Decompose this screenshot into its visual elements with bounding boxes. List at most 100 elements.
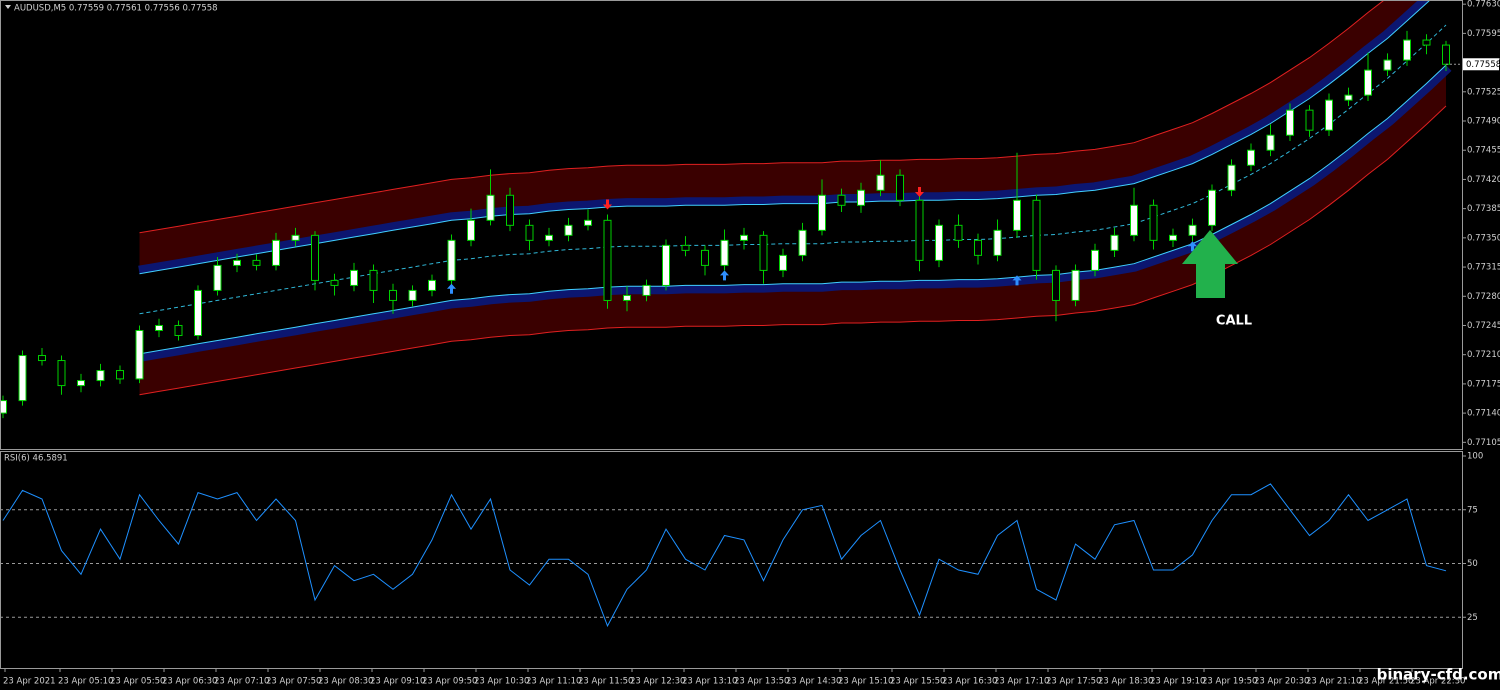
y-tick-label: 0.77595 bbox=[1467, 29, 1500, 39]
x-tick-label: 23 Apr 09:10 bbox=[370, 677, 425, 687]
candle-body bbox=[1110, 234, 1119, 251]
candle-body bbox=[993, 229, 1002, 256]
candle-body bbox=[915, 199, 924, 261]
candle-body bbox=[642, 284, 651, 296]
candle-body bbox=[662, 244, 670, 286]
chart-title: AUDUSD,M5 0.77559 0.77561 0.77556 0.7755… bbox=[14, 4, 218, 14]
candle-body bbox=[1013, 199, 1021, 231]
candle-body bbox=[1130, 204, 1138, 236]
candle-body bbox=[1383, 59, 1392, 71]
x-tick-label: 23 Apr 07:10 bbox=[214, 677, 269, 687]
x-tick-label: 23 Apr 14:30 bbox=[786, 677, 841, 687]
candle-body bbox=[935, 224, 943, 261]
y-tick-label: 0.77140 bbox=[1467, 409, 1500, 419]
candle-body bbox=[1305, 109, 1314, 131]
candle-body bbox=[545, 234, 553, 241]
x-tick-label: 23 Apr 11:50 bbox=[578, 677, 633, 687]
candle-body bbox=[623, 294, 631, 301]
candle-body bbox=[1032, 199, 1041, 271]
candle-body bbox=[38, 355, 46, 362]
candle-body bbox=[1149, 204, 1158, 241]
x-tick-label: 23 Apr 13:50 bbox=[734, 677, 789, 687]
band-outer-line bbox=[139, 105, 1447, 396]
candle-body bbox=[603, 219, 612, 301]
candle-body bbox=[194, 289, 202, 336]
candle-body bbox=[681, 244, 690, 251]
x-tick-label: 23 Apr 17:10 bbox=[994, 677, 1049, 687]
buy-signal bbox=[1012, 275, 1022, 286]
x-tick-label: 23 Apr 2021 bbox=[3, 677, 56, 687]
candle-body bbox=[1208, 189, 1216, 226]
y-tick-label: 0.77455 bbox=[1467, 146, 1500, 156]
rsi-title: RSI(6) 46.5891 bbox=[4, 454, 68, 464]
x-tick-label: 23 Apr 15:10 bbox=[838, 677, 893, 687]
candle-body bbox=[1188, 224, 1197, 236]
candle-body bbox=[506, 194, 514, 226]
x-tick-label: 23 Apr 21:10 bbox=[1306, 677, 1361, 687]
y-tick-label: 100 bbox=[1467, 452, 1483, 462]
band-inner-line bbox=[139, 0, 1431, 275]
candle-body bbox=[1344, 94, 1353, 101]
sell-signal bbox=[915, 186, 924, 197]
candle-body bbox=[116, 370, 124, 380]
band-outer-line bbox=[139, 0, 1386, 234]
candle-body bbox=[135, 329, 144, 380]
candle-body bbox=[57, 360, 66, 387]
candle-body bbox=[701, 249, 709, 266]
x-tick-label: 23 Apr 05:10 bbox=[58, 677, 113, 687]
candle-body bbox=[1227, 164, 1236, 191]
x-tick-label: 23 Apr 20:30 bbox=[1254, 677, 1309, 687]
y-tick-label: 0.77420 bbox=[1467, 175, 1500, 185]
candle-body bbox=[1325, 99, 1333, 131]
sell-signal bbox=[603, 199, 612, 210]
candle-body bbox=[174, 324, 183, 336]
band-inner bbox=[139, 0, 1446, 354]
x-tick-label: 23 Apr 17:50 bbox=[1046, 677, 1101, 687]
buy-signal bbox=[447, 283, 456, 294]
buy-signal bbox=[720, 270, 729, 281]
candle-body bbox=[233, 259, 241, 266]
candle-body bbox=[447, 239, 456, 281]
candle-body bbox=[954, 224, 963, 241]
candle-body bbox=[96, 370, 105, 382]
candle-body bbox=[740, 234, 748, 241]
x-tick-label: 23 Apr 22:30 bbox=[1410, 677, 1465, 687]
candle-body bbox=[18, 355, 27, 402]
candle-body bbox=[291, 234, 300, 241]
candle-body bbox=[1442, 44, 1450, 65]
x-tick-label: 23 Apr 11:10 bbox=[526, 677, 581, 687]
candle-body bbox=[486, 194, 495, 221]
candle-body bbox=[369, 269, 378, 291]
candle-body bbox=[1052, 269, 1060, 301]
buy-signal bbox=[1188, 241, 1197, 252]
candle-body bbox=[584, 219, 592, 226]
rsi-frame bbox=[0, 451, 1463, 669]
watermark: binary-cfd.com bbox=[1377, 666, 1500, 684]
candle-body bbox=[1403, 39, 1411, 61]
y-tick-label: 0.77525 bbox=[1467, 87, 1500, 97]
band-inner-line bbox=[139, 64, 1447, 355]
candle-body bbox=[428, 279, 436, 291]
candle-body bbox=[1071, 269, 1080, 301]
candle-body bbox=[1247, 149, 1255, 166]
candle-body bbox=[857, 189, 865, 206]
menu-triangle bbox=[5, 5, 11, 9]
call-label: CALL bbox=[1216, 314, 1252, 329]
price-frame bbox=[0, 0, 1463, 450]
last-price-box bbox=[1463, 58, 1499, 71]
x-tick-label: 23 Apr 15:50 bbox=[890, 677, 945, 687]
y-tick-label: 0.77385 bbox=[1467, 204, 1500, 214]
candle-body bbox=[720, 239, 729, 266]
x-tick-label: 23 Apr 05:50 bbox=[110, 677, 165, 687]
rsi-pane bbox=[0, 483, 1462, 628]
candle-body bbox=[837, 194, 846, 206]
last-price-label: 0.77558 bbox=[1466, 60, 1500, 70]
y-tick-label: 50 bbox=[1467, 559, 1478, 569]
x-tick-label: 23 Apr 08:30 bbox=[318, 677, 373, 687]
y-tick-label: 75 bbox=[1467, 505, 1478, 515]
x-tick-label: 23 Apr 18:30 bbox=[1098, 677, 1153, 687]
candle-body bbox=[759, 234, 768, 271]
candle-body bbox=[779, 254, 787, 271]
y-tick-label: 0.77175 bbox=[1467, 379, 1500, 389]
